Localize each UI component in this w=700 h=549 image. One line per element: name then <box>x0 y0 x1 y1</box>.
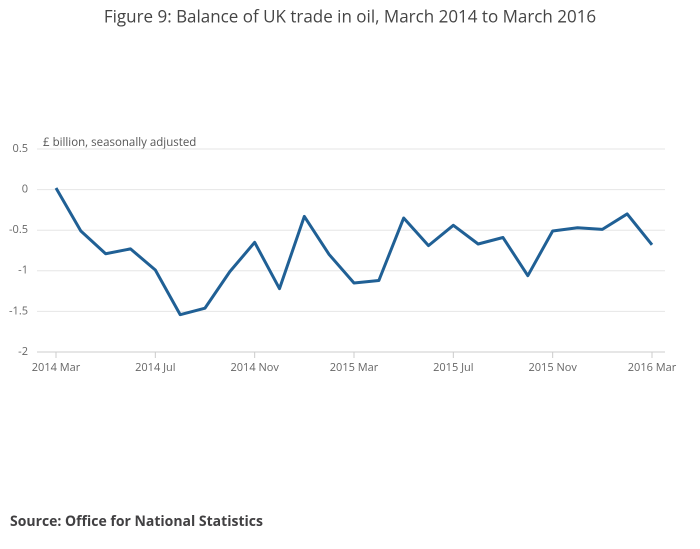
x-tick-label: 2015 Jul <box>433 360 474 375</box>
x-tick-label: 2015 Mar <box>330 360 379 375</box>
x-tick-label: 2016 Mar <box>628 360 677 375</box>
y-tick-label: -0.5 <box>9 222 28 237</box>
source: Source: Office for National Statistics <box>10 512 263 531</box>
y-tick-label: -1 <box>18 263 28 278</box>
y-axis-label: £ billion, seasonally adjusted <box>43 135 196 150</box>
y-tick-label: -1.5 <box>9 303 28 318</box>
y-tick-label: 0.5 <box>13 141 28 156</box>
y-tick-label: 0 <box>22 182 28 197</box>
x-tick-label: 2015 Nov <box>528 360 577 375</box>
x-tick-label: 2014 Jul <box>135 360 176 375</box>
x-tick-label: 2014 Nov <box>230 360 279 375</box>
line <box>54 187 654 317</box>
y-tick-label: -2 <box>18 344 28 359</box>
chart-title: Figure 9: Balance of UK trade in oil, Ma… <box>104 5 596 28</box>
x-tick-label: 2014 Mar <box>32 360 81 375</box>
